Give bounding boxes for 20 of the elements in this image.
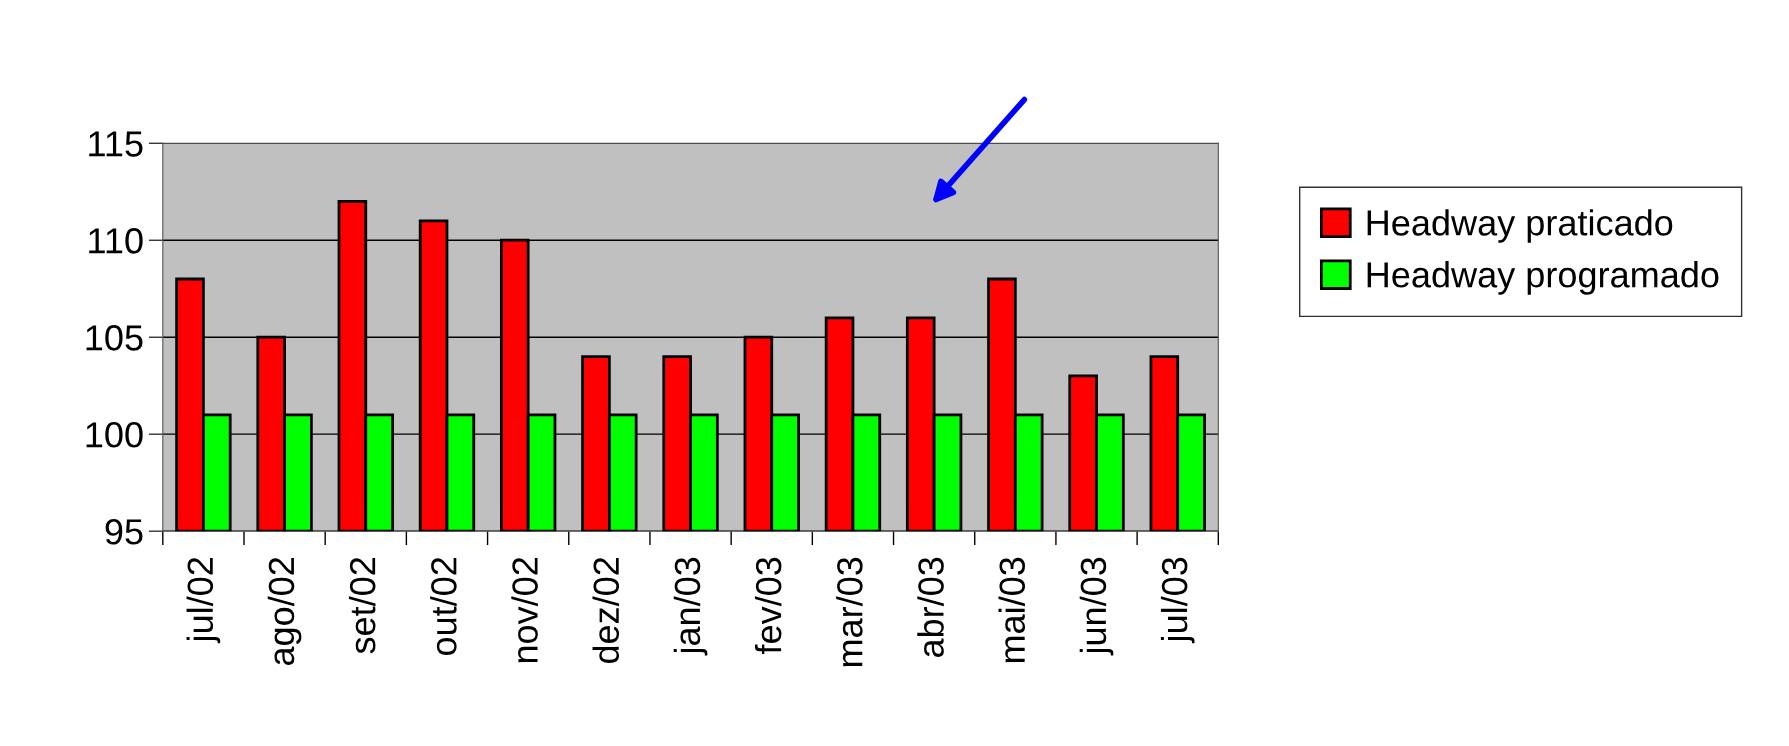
x-tick-label: nov/02 [511,557,538,663]
x-tick-label: dez/02 [592,557,620,664]
x-tick-label: jan/03 [673,557,708,656]
x-tick-label: mai/03 [998,557,1026,663]
y-tick-label: 100 [86,422,143,448]
x-tick-label: set/02 [348,557,376,654]
y-tick-label: 110 [89,228,143,254]
x-tick-label: jul/02 [186,557,221,644]
x-tick-label: ago/02 [267,557,302,666]
x-tick-label: out/02 [430,557,457,656]
x-tick-label: abr/03 [917,557,944,657]
y-tick-label: 115 [89,131,143,157]
x-tick-label: jul/03 [1160,557,1195,644]
legend-label: Headway programado [1367,261,1719,295]
x-tick-label: fev/03 [754,557,782,654]
legend-label: Headway praticado [1367,209,1673,243]
y-tick-label: 95 [105,519,143,545]
x-tick-label: jun/03 [1079,557,1114,656]
x-tick-label: mar/03 [836,557,863,667]
y-tick-label: 105 [86,325,143,351]
